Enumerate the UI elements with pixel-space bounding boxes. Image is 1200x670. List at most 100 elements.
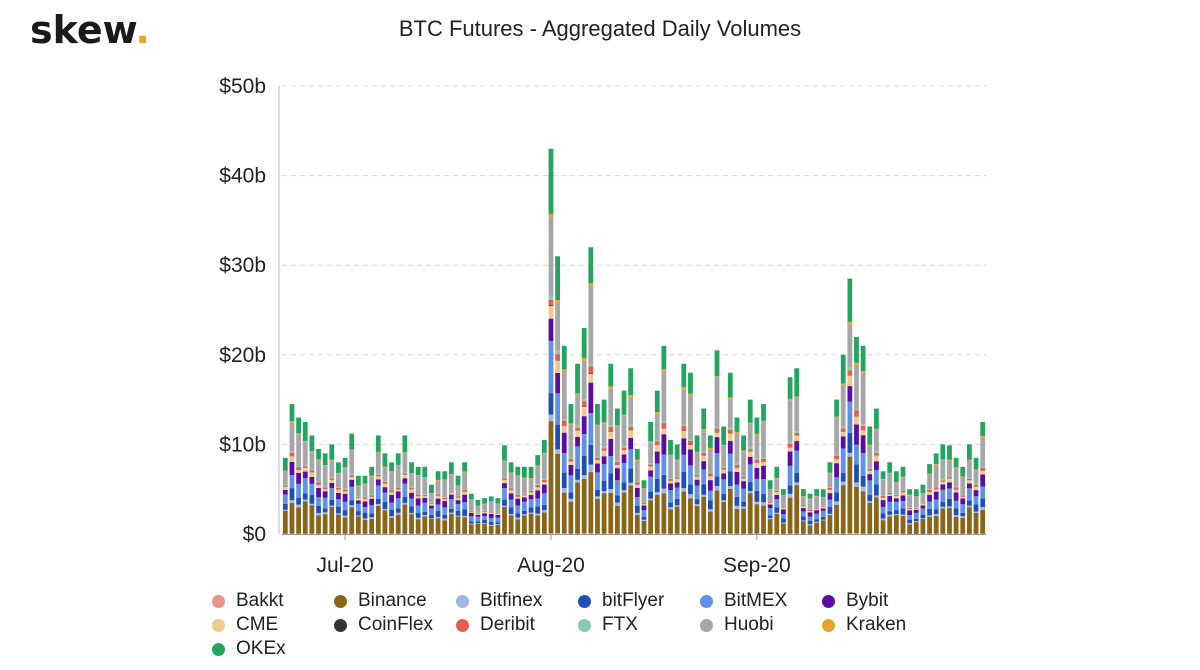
bar-segment-kraken xyxy=(761,420,766,423)
bar-segment-ftx xyxy=(415,493,421,495)
bar-segment-okex xyxy=(727,372,733,398)
bar-segment-cme xyxy=(309,472,315,477)
bar-segment-bitmex xyxy=(615,480,620,496)
bar-segment-huobi xyxy=(349,450,355,475)
bar-segment-bitmex xyxy=(329,487,335,500)
bar-segment-bitflyer xyxy=(561,472,567,488)
bar-segment-bybit xyxy=(694,479,700,486)
bar-segment-kraken xyxy=(349,449,355,451)
bar-segment-bitfinex xyxy=(761,502,766,506)
legend-item-kraken[interactable]: Kraken xyxy=(822,614,906,636)
bar-segment-bitfinex xyxy=(502,505,507,507)
bar-segment-bitmex xyxy=(641,510,647,517)
bar-segment-okex xyxy=(382,453,388,467)
bar-segment-okex xyxy=(754,417,760,434)
bar-segment-ftx xyxy=(794,431,800,433)
bar-segment-binance xyxy=(761,505,766,534)
bar-segment-bitmex xyxy=(953,500,959,509)
bar-segment-binance xyxy=(674,506,680,534)
bar-segment-binance xyxy=(296,507,301,534)
bar-segment-ftx xyxy=(402,472,408,474)
legend-item-bitflyer[interactable]: bitFlyer xyxy=(578,590,664,612)
bar-segment-bitflyer xyxy=(522,510,527,515)
bar-segment-bybit xyxy=(435,498,441,505)
bar-segment-bitfinex xyxy=(322,512,328,515)
bar-segment-binance xyxy=(734,508,740,534)
bar-segment-bitmex xyxy=(322,497,328,509)
bar-segment-bybit xyxy=(289,461,295,476)
bar-segment-ftx xyxy=(800,504,806,505)
bar-segment-kraken xyxy=(827,472,833,474)
bar-segment-binance xyxy=(654,494,660,534)
legend-item-cme[interactable]: CME xyxy=(212,614,278,636)
bar-segment-kraken xyxy=(927,473,932,475)
bar-segment-ftx xyxy=(634,481,640,483)
bar-segment-huobi xyxy=(641,488,647,503)
bar-segment-cme xyxy=(329,479,335,483)
bar-segment-bitmex xyxy=(907,515,913,520)
bar-segment-huobi xyxy=(621,415,627,447)
bar-segment-bitfinex xyxy=(342,515,348,518)
bar-segment-kraken xyxy=(973,469,979,471)
bar-segment-okex xyxy=(475,499,481,506)
bar-segment-ftx xyxy=(927,489,932,490)
bar-segment-cme xyxy=(595,459,600,464)
bar-segment-deribit xyxy=(807,509,813,511)
legend-item-bakkt[interactable]: Bakkt xyxy=(212,590,284,612)
stacked-bar-chart: $0 $10b $20b $30b $40b $50b Jul-20 Aug-20 Sep-20 xyxy=(219,75,986,577)
legend-item-bitfinex[interactable]: Bitfinex xyxy=(456,590,542,612)
bar-segment-binance xyxy=(528,513,534,534)
legend-item-coinflex[interactable]: CoinFlex xyxy=(334,614,433,636)
bar-segment-bitmex xyxy=(681,454,687,472)
bar-segment-bitflyer xyxy=(668,502,673,508)
bar-segment-bitfinex xyxy=(634,512,640,516)
bar-segment-bitmex xyxy=(362,507,368,514)
bar-segment-huobi xyxy=(807,499,813,510)
legend-item-huobi[interactable]: Huobi xyxy=(700,614,774,636)
bar-segment-cme xyxy=(840,431,846,437)
legend-item-binance[interactable]: Binance xyxy=(334,590,427,612)
bar-segment-deribit xyxy=(375,474,381,477)
legend-item-ftx[interactable]: FTX xyxy=(578,614,638,636)
legend-label: FTX xyxy=(602,614,638,635)
legend-item-bybit[interactable]: Bybit xyxy=(822,590,888,612)
bar-segment-deribit xyxy=(761,458,766,462)
bar-segment-bitflyer xyxy=(296,497,301,505)
bar-segment-huobi xyxy=(734,433,740,464)
bar-segment-kraken xyxy=(634,459,640,461)
bar-segment-deribit xyxy=(648,464,653,467)
bar-segment-kraken xyxy=(415,475,421,476)
bar-segment-kraken xyxy=(555,300,561,304)
bar-segment-bitflyer xyxy=(967,500,972,506)
legend-item-okex[interactable]: OKEx xyxy=(212,638,286,660)
bar-segment-bitflyer xyxy=(429,514,434,519)
bar-segment-ftx xyxy=(933,486,939,488)
bar-segment-binance xyxy=(807,525,813,534)
bar-segment-bitfinex xyxy=(727,486,733,489)
bar-segment-kraken xyxy=(588,283,594,287)
legend-item-bitmex[interactable]: BitMEX xyxy=(700,590,787,612)
bar-segment-kraken xyxy=(867,444,873,446)
bar-segment-cme xyxy=(488,512,494,514)
bar-segment-huobi xyxy=(947,460,952,476)
bar-segment-huobi xyxy=(342,468,348,489)
bar-segment-binance xyxy=(541,512,547,534)
bar-segment-kraken xyxy=(947,459,952,461)
bar-segment-bitmex xyxy=(840,448,846,473)
bar-segment-okex xyxy=(747,399,753,423)
bar-segment-bybit xyxy=(840,436,846,449)
bar-segment-bitflyer xyxy=(820,516,826,520)
bar-segment-deribit xyxy=(309,470,315,473)
bar-segment-ftx xyxy=(369,494,375,496)
bar-segment-bitfinex xyxy=(767,518,773,520)
bar-segment-bitflyer xyxy=(814,519,820,522)
legend-item-deribit[interactable]: Deribit xyxy=(456,614,535,636)
bar-segment-okex xyxy=(767,480,773,490)
bar-segment-bybit xyxy=(322,491,328,498)
bar-segment-bitflyer xyxy=(761,493,766,503)
bar-segment-kraken xyxy=(668,454,673,456)
bar-segment-okex xyxy=(800,489,806,497)
bar-segment-okex xyxy=(508,462,514,473)
bar-segment-cme xyxy=(747,451,753,457)
bar-segment-cme xyxy=(289,456,295,462)
